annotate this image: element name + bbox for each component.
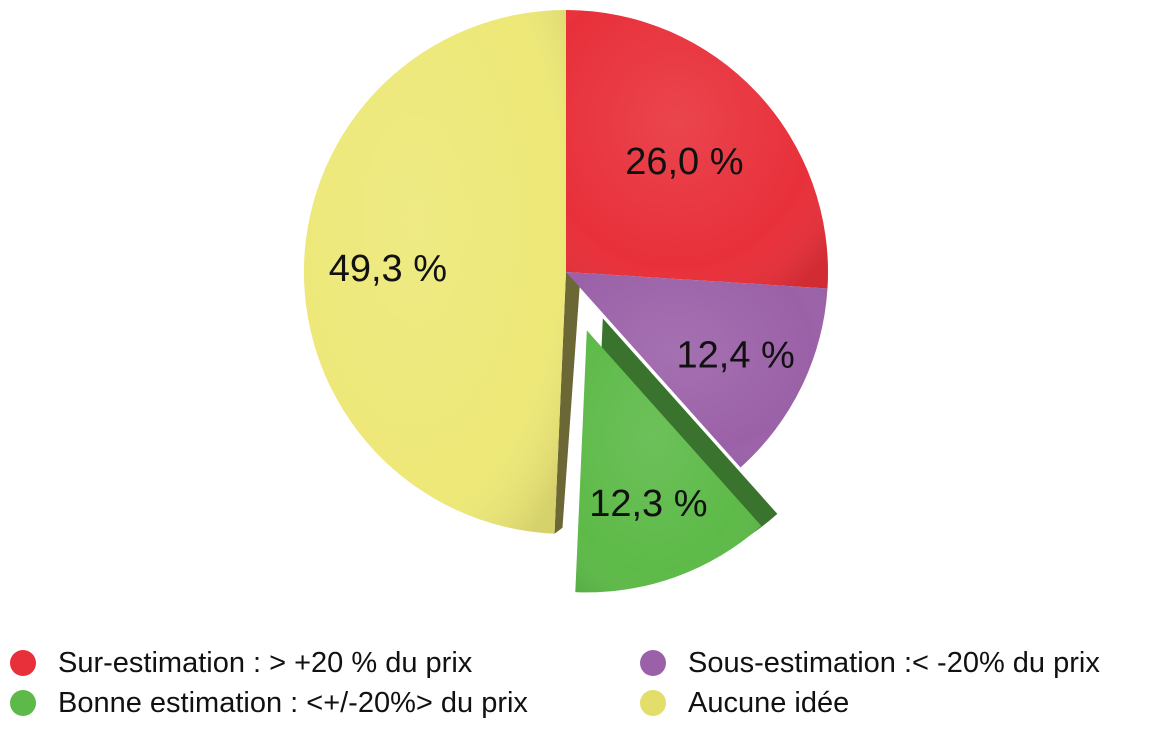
legend-item-sur-estimation: Sur-estimation : > +20 % du prix <box>10 643 472 683</box>
slice-label-bonne-estimation: 12,3 % <box>589 483 707 525</box>
legend-label: Sur-estimation : > +20 % du prix <box>58 646 473 679</box>
slice-sur-estimation-shading <box>566 10 828 289</box>
slice-label-sur-estimation: 26,0 % <box>625 141 743 183</box>
legend-swatch-purple <box>640 650 666 676</box>
legend-swatch-green <box>10 690 36 716</box>
legend-label: Aucune idée <box>688 686 850 719</box>
slice-sous-estimation-shading <box>566 272 828 468</box>
legend-label: Sous-estimation :< -20% du prix <box>688 646 1100 679</box>
legend-item-bonne-estimation: Bonne estimation : <+/-20%> du prix <box>10 683 528 723</box>
legend-label: Bonne estimation : <+/-20%> du prix <box>58 686 528 719</box>
legend-swatch-red <box>10 650 36 676</box>
legend-item-aucune-idee: Aucune idée <box>640 683 849 723</box>
slice-side-aucune-idee <box>554 272 580 534</box>
legend-swatch-yellow <box>640 690 666 716</box>
slice-label-sous-estimation: 12,4 % <box>677 335 795 377</box>
slice-aucune-idee-shading <box>303 10 566 534</box>
slice-label-aucune-idee: 49,3 % <box>329 248 447 290</box>
legend-item-sous-estimation: Sous-estimation :< -20% du prix <box>640 643 1100 683</box>
pie-chart: 26,0 % 12,4 % 12,3 % 49,3 % <box>303 10 828 593</box>
slice-bonne-estimation-shading <box>575 330 762 593</box>
